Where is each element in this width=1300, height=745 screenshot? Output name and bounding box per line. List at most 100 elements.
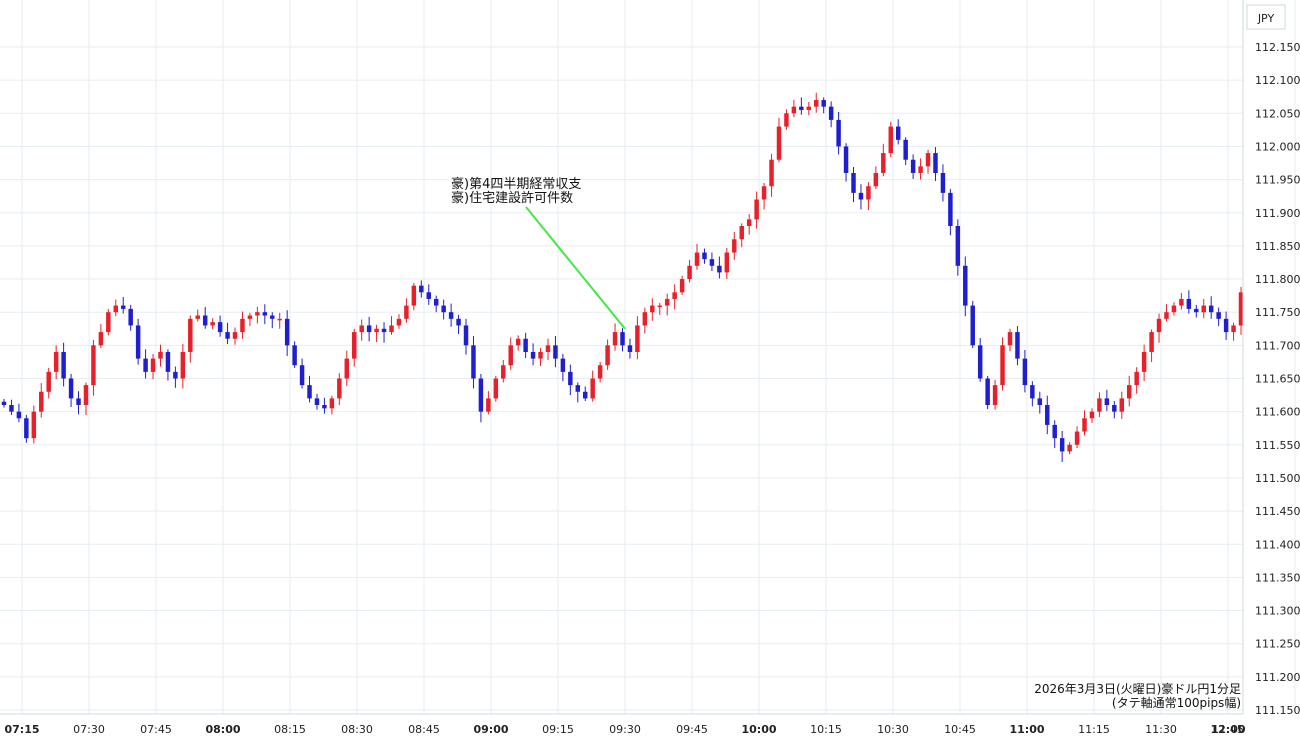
candle-up bbox=[1134, 371, 1139, 386]
candle-up bbox=[113, 305, 119, 313]
x-tick-label: 07:15 bbox=[4, 723, 39, 736]
plot-background bbox=[0, 0, 1243, 714]
y-tick-label: 111.950 bbox=[1255, 174, 1300, 187]
candle-up bbox=[724, 252, 730, 273]
candle-up bbox=[188, 318, 193, 352]
candle-up bbox=[635, 325, 640, 352]
candle-up bbox=[1164, 312, 1169, 319]
candle-down bbox=[1045, 405, 1050, 425]
y-tick-label: 111.450 bbox=[1255, 505, 1300, 518]
y-tick-label: 111.600 bbox=[1255, 406, 1300, 419]
candle-down bbox=[202, 315, 208, 326]
candle-down bbox=[68, 378, 74, 399]
candle-down bbox=[828, 106, 834, 120]
candle-up bbox=[739, 226, 744, 240]
candle-down bbox=[1216, 312, 1221, 319]
annotation-line-1: 豪)第4四半期経常収支 bbox=[451, 176, 581, 192]
candle-up bbox=[1097, 398, 1102, 412]
x-tick-label: 09:00 bbox=[473, 723, 508, 736]
grid-lines bbox=[0, 0, 1296, 714]
candle-up bbox=[515, 338, 521, 346]
candle-up bbox=[210, 322, 215, 326]
candle-down bbox=[583, 391, 588, 399]
candle-down bbox=[381, 328, 387, 333]
candle-up bbox=[486, 398, 491, 412]
x-tick-label: 08:45 bbox=[408, 723, 440, 736]
candle-up bbox=[1156, 318, 1162, 333]
candle-up bbox=[769, 159, 774, 187]
candle-down bbox=[61, 351, 66, 379]
candle-up bbox=[1007, 332, 1013, 346]
candle-up bbox=[754, 199, 759, 220]
candle-up bbox=[776, 126, 782, 160]
x-tick-label: 11:45 bbox=[1212, 723, 1244, 736]
candle-up bbox=[545, 345, 551, 352]
candle-up bbox=[396, 318, 402, 326]
candle-up bbox=[1074, 431, 1080, 445]
candle-up bbox=[679, 279, 685, 293]
candle-up bbox=[1082, 418, 1087, 432]
candle-up bbox=[597, 365, 603, 379]
candle-up bbox=[39, 391, 44, 412]
candle-up bbox=[98, 332, 104, 346]
candle-down bbox=[1059, 438, 1065, 452]
candle-down bbox=[1037, 398, 1043, 406]
candle-down bbox=[135, 325, 141, 359]
y-tick-label: 111.400 bbox=[1255, 538, 1300, 551]
candle-down bbox=[560, 358, 566, 372]
x-tick-label: 08:30 bbox=[341, 723, 373, 736]
candle-down bbox=[322, 405, 327, 409]
candle-up bbox=[746, 219, 752, 227]
candle-up bbox=[687, 265, 692, 280]
candle-up bbox=[806, 106, 812, 110]
candle-down bbox=[1112, 405, 1117, 412]
y-tick-label: 112.150 bbox=[1255, 41, 1300, 54]
x-tick-label: 08:00 bbox=[205, 723, 240, 736]
y-tick-label: 111.700 bbox=[1255, 339, 1300, 352]
candle-down bbox=[456, 318, 461, 326]
candle-down bbox=[836, 119, 841, 147]
candle-down bbox=[120, 305, 126, 309]
candle-down bbox=[523, 338, 528, 352]
x-axis-ticks: 07:15 07:30 07:45 08:00 08:15 08:30 08:45 09:00… bbox=[4, 723, 1245, 736]
currency-label: JPY bbox=[1257, 12, 1275, 25]
candle-down bbox=[940, 172, 946, 193]
candle-down bbox=[76, 398, 81, 406]
y-tick-label: 111.200 bbox=[1255, 671, 1300, 684]
caption-line-2: (タテ軸通常100pips幅) bbox=[1112, 695, 1241, 710]
candle-down bbox=[478, 378, 484, 412]
candle-down bbox=[620, 332, 625, 346]
candle-down bbox=[1052, 424, 1057, 439]
x-tick-label: 10:00 bbox=[741, 723, 776, 736]
candle-up bbox=[1126, 385, 1132, 399]
y-tick-label: 111.750 bbox=[1255, 306, 1300, 319]
x-tick-label: 10:45 bbox=[944, 723, 976, 736]
candle-down bbox=[963, 265, 968, 306]
candle-down bbox=[173, 371, 178, 379]
candle-up bbox=[501, 365, 506, 379]
candle-down bbox=[530, 351, 536, 359]
candle-down bbox=[307, 385, 312, 399]
y-axis-ticks: 112.150 112.100 112.050 112.000 111.950 111.9… bbox=[1255, 41, 1300, 717]
candle-down bbox=[568, 371, 573, 386]
candle-down bbox=[903, 139, 908, 160]
candle-up bbox=[232, 332, 238, 339]
candle-down bbox=[433, 298, 439, 306]
candle-up bbox=[918, 166, 923, 173]
candle-down bbox=[314, 398, 320, 406]
candle-up bbox=[247, 315, 253, 319]
candle-up bbox=[1000, 345, 1005, 386]
x-tick-label: 09:15 bbox=[542, 723, 574, 736]
candle-up bbox=[1149, 332, 1154, 352]
candle-down bbox=[709, 259, 715, 266]
x-tick-label: 11:15 bbox=[1078, 723, 1110, 736]
candle-up bbox=[1201, 305, 1206, 313]
y-tick-label: 112.000 bbox=[1255, 140, 1300, 153]
candle-down bbox=[985, 378, 990, 406]
candle-down bbox=[851, 172, 856, 193]
y-tick-label: 111.250 bbox=[1255, 638, 1300, 651]
candle-up bbox=[91, 345, 96, 386]
candle-down bbox=[821, 100, 826, 107]
candle-up bbox=[1238, 292, 1244, 326]
